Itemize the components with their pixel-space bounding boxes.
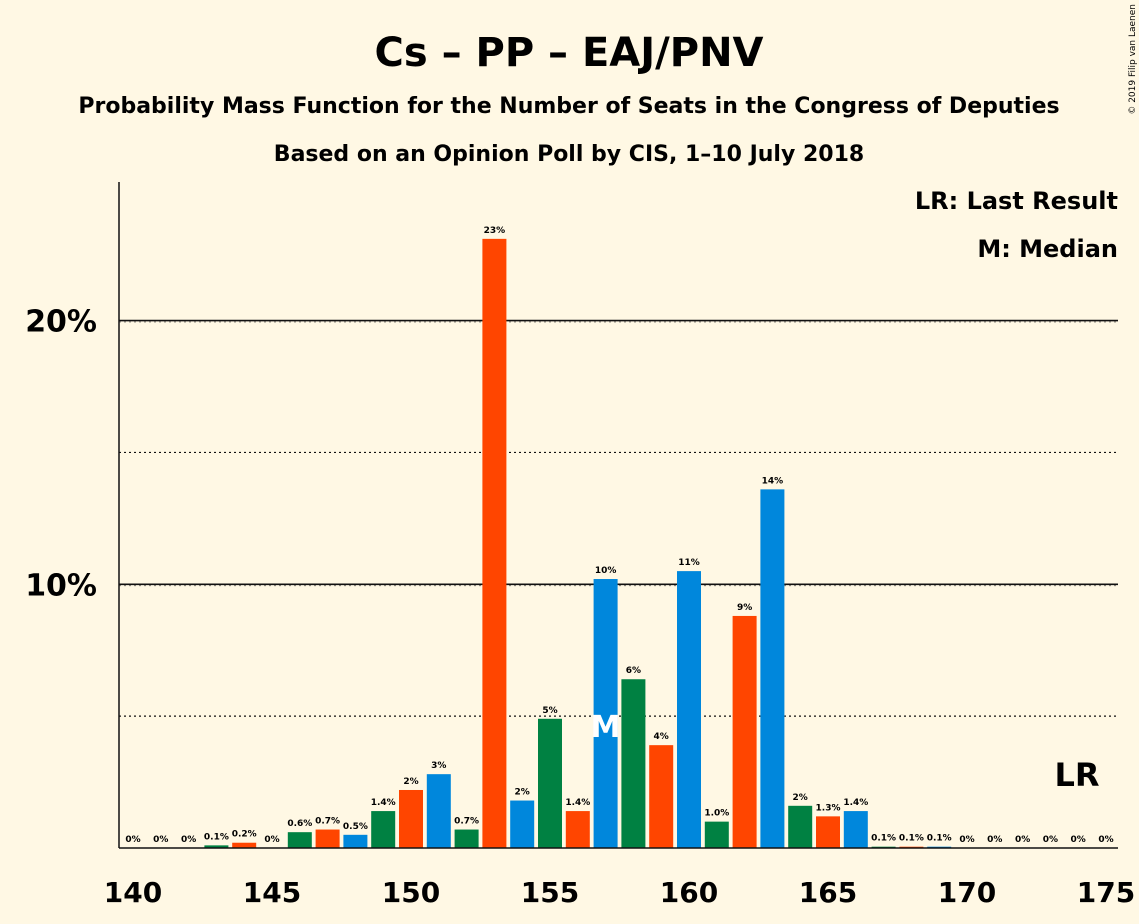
bar-labels-group: 0% 0% 0% 0.1% 0.2%0%0.6% 0.7%0.5%1.4%2%3%0.7%… — [125, 226, 1113, 845]
bar-157 — [593, 579, 618, 848]
bar-label-171: 0% — [987, 835, 1002, 845]
bar-label-159: 4% — [654, 732, 669, 742]
bar-154 — [510, 800, 535, 848]
legend-last-result: LR: Last Result — [915, 187, 1118, 215]
x-tick-145: 145 — [243, 876, 301, 909]
bar-149 — [371, 811, 396, 848]
bar-label-164: 2% — [793, 793, 808, 803]
bar-label-149: 1.4% — [371, 798, 396, 808]
bar-label-143: 0.1% — [204, 832, 229, 842]
chart-title: Cs – PP – EAJ/PNV — [374, 30, 763, 76]
bar-label-140: 0% — [125, 835, 140, 845]
bar-147 — [315, 829, 340, 848]
axes-group — [118, 182, 1118, 849]
legend-median: M: Median — [977, 235, 1118, 263]
bar-label-175: 0% — [1098, 835, 1113, 845]
bar-153 — [482, 238, 507, 848]
last-result-marker: LR — [1054, 756, 1099, 794]
bar-label-154: 2% — [515, 788, 530, 798]
bar-label-156: 1.4% — [565, 798, 590, 808]
x-tick-150: 150 — [382, 876, 440, 909]
bar-label-161: 1.0% — [704, 809, 729, 819]
x-tick-140: 140 — [104, 876, 162, 909]
bar-label-146: 0.6% — [287, 819, 312, 829]
bar-150 — [399, 789, 423, 848]
bar-143 — [204, 845, 229, 848]
bar-155 — [538, 718, 562, 848]
bar-label-150: 2% — [403, 777, 418, 787]
chart-subtitle-2: Based on an Opinion Poll by CIS, 1–10 Ju… — [274, 142, 864, 167]
bar-label-169: 0.1% — [927, 834, 952, 844]
bar-label-157: 10% — [595, 566, 617, 576]
bar-144 — [232, 842, 257, 848]
bar-label-165: 1.3% — [816, 803, 841, 813]
bar-label-147: 0.7% — [315, 817, 340, 827]
bar-151 — [426, 774, 451, 848]
bar-label-158: 6% — [626, 666, 641, 676]
gridlines — [119, 319, 1118, 717]
x-tick-170: 170 — [938, 876, 996, 909]
bar-148 — [343, 834, 368, 848]
bar-label-174: 0% — [1071, 835, 1086, 845]
x-tick-labels: 140 145 150 155 160 165 170 175 — [104, 876, 1135, 909]
y-tick-20: 20% — [25, 305, 97, 340]
x-tick-160: 160 — [660, 876, 718, 909]
bar-label-173: 0% — [1043, 835, 1058, 845]
bars-group — [204, 238, 952, 848]
bar-158 — [621, 679, 646, 848]
bar-164 — [788, 805, 813, 848]
median-marker: M — [591, 710, 621, 745]
bar-label-167: 0.1% — [871, 834, 896, 844]
bar-label-155: 5% — [542, 706, 557, 716]
y-tick-10: 10% — [25, 568, 97, 603]
bar-label-160: 11% — [678, 558, 700, 568]
x-tick-165: 165 — [799, 876, 857, 909]
bar-152 — [454, 829, 479, 848]
bar-159 — [649, 745, 674, 848]
bar-label-141: 0% — [153, 835, 168, 845]
bar-label-163: 14% — [762, 476, 784, 486]
bar-label-148: 0.5% — [343, 822, 368, 832]
bar-label-142: 0% — [181, 835, 196, 845]
bar-label-152: 0.7% — [454, 817, 479, 827]
y-tick-labels: 10% 20% — [25, 305, 97, 604]
chart-subtitle-1: Probability Mass Function for the Number… — [78, 94, 1059, 119]
copyright-notice: © 2019 Filip van Laenen — [1128, 4, 1138, 115]
x-tick-155: 155 — [521, 876, 579, 909]
bar-165 — [816, 816, 840, 848]
bar-156 — [565, 811, 590, 848]
bar-label-166: 1.4% — [843, 798, 868, 808]
bar-162 — [732, 615, 757, 848]
bar-161 — [704, 821, 729, 848]
bar-160 — [677, 571, 701, 848]
x-tick-175: 175 — [1077, 876, 1135, 909]
bar-label-170: 0% — [959, 835, 974, 845]
bar-146 — [287, 832, 312, 848]
bar-label-145: 0% — [264, 835, 279, 845]
bar-label-162: 9% — [737, 603, 752, 613]
bar-label-172: 0% — [1015, 835, 1030, 845]
bar-label-151: 3% — [431, 761, 446, 771]
bar-166 — [843, 811, 868, 848]
bar-label-144: 0.2% — [232, 830, 257, 840]
bar-label-168: 0.1% — [899, 834, 924, 844]
bar-163 — [760, 489, 785, 848]
bar-label-153: 23% — [484, 226, 506, 236]
